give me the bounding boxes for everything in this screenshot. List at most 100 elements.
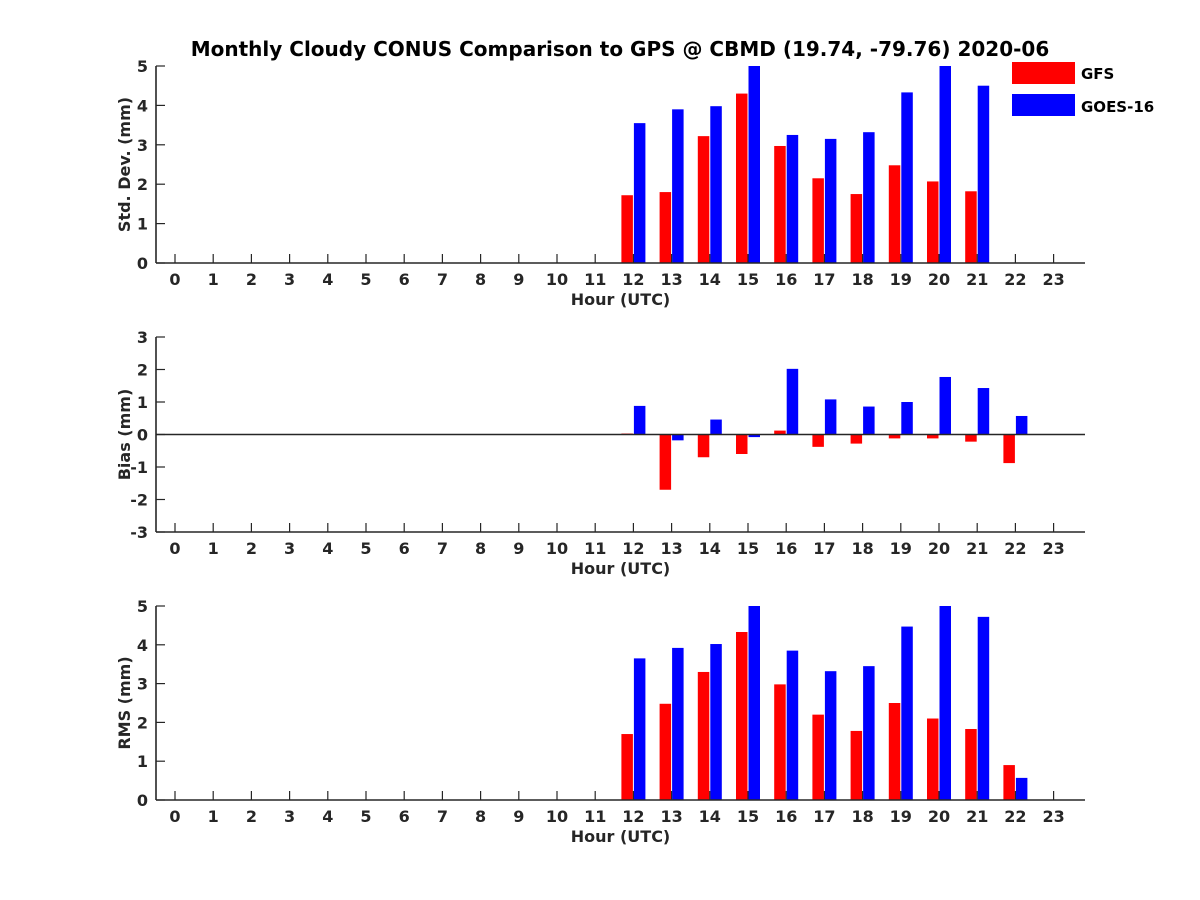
stddev-bar-gfs-13 [659,192,672,263]
rms-y-axis-label: RMS (mm) [115,656,134,749]
stddev-bar-goes16-20 [939,66,951,263]
rms-y-tick-label: 2 [137,713,148,732]
stddev-bar-goes16-14 [710,106,722,263]
bias-bar-goes16-12 [633,405,646,435]
bias-x-tick-label: 3 [284,539,295,558]
rms-x-tick-label: 21 [966,807,988,826]
stddev-x-tick-label: 9 [513,270,524,289]
stddev-bar-goes16-12 [633,123,646,263]
stddev-y-axis-label: Std. Dev. (mm) [115,97,134,232]
bias-y-tick-label: 1 [137,393,148,412]
stddev-x-tick-label: 16 [775,270,797,289]
bias-x-tick-label: 8 [475,539,486,558]
stddev-bar-goes16-13 [672,109,684,263]
rms-x-tick-label: 22 [1004,807,1026,826]
rms-bar-goes16-22 [1015,777,1028,800]
rms-bar-gfs-14 [697,671,710,800]
rms-bar-gfs-15 [736,631,748,800]
stddev-bar-goes16-19 [901,92,913,263]
rms-bar-goes16-14 [710,644,722,800]
bias-y-tick-label: 3 [137,328,148,347]
stddev-panel: 0 1 2 3 4 5 6 7 8 9 10 11 12 13 14 15 16 17 18 19 20 21 22 2301… [115,57,1085,309]
rms-x-tick-label: 23 [1042,807,1064,826]
rms-x-tick-label: 16 [775,807,797,826]
rms-x-tick-label: 17 [813,807,835,826]
bias-bar-goes16-19 [901,402,913,435]
stddev-y-tick-label: 0 [137,254,148,273]
stddev-bar-goes16-18 [863,132,875,263]
bias-x-tick-label: 5 [360,539,371,558]
stddev-bar-gfs-15 [736,93,748,263]
stddev-y-tick-label: 4 [137,96,148,115]
rms-y-tick-label: 3 [137,675,148,694]
rms-bar-gfs-22 [1003,765,1015,800]
rms-x-tick-label: 19 [890,807,912,826]
rms-x-tick-label: 9 [513,807,524,826]
bias-x-tick-label: 14 [699,539,721,558]
stddev-x-tick-label: 21 [966,270,988,289]
rms-bar-goes16-21 [977,616,990,800]
stddev-bar-gfs-20 [927,181,939,263]
bias-x-tick-label: 23 [1042,539,1064,558]
stddev-x-tick-label: 2 [246,270,257,289]
stddev-y-tick-label: 2 [137,175,148,194]
rms-x-tick-label: 3 [284,807,295,826]
stddev-x-tick-label: 7 [437,270,448,289]
stddev-bar-gfs-17 [812,178,824,263]
stddev-x-tick-label: 4 [322,270,333,289]
bias-y-tick-label: -1 [130,458,148,477]
bias-bar-gfs-21 [965,434,977,442]
bias-x-tick-label: 9 [513,539,524,558]
bias-x-tick-label: 17 [813,539,835,558]
stddev-x-tick-label: 10 [546,270,568,289]
bias-panel: 0 1 2 3 4 5 6 7 8 9 10 11 12 13 14 15 16 17 18 19 20 21 22 23-3… [115,328,1085,578]
stddev-x-tick-label: 5 [360,270,371,289]
bias-bar-gfs-15 [736,434,748,454]
stddev-x-tick-label: 8 [475,270,486,289]
bias-bar-goes16-16 [786,368,799,435]
legend-label-goes16: GOES-16 [1081,98,1154,116]
rms-bar-gfs-17 [812,714,824,800]
bias-bar-gfs-20 [927,434,939,439]
bias-bar-goes16-14 [710,419,722,435]
bias-bar-gfs-16 [774,430,786,435]
stddev-x-tick-label: 14 [699,270,721,289]
rms-x-tick-label: 12 [622,807,644,826]
bias-y-tick-label: -3 [130,523,148,542]
stddev-x-tick-label: 20 [928,270,950,289]
bias-bar-goes16-15 [748,434,760,438]
rms-x-tick-label: 15 [737,807,759,826]
rms-x-tick-label: 2 [246,807,257,826]
rms-x-tick-label: 13 [660,807,682,826]
bias-bar-goes16-18 [863,406,875,435]
stddev-y-tick-label: 1 [137,215,148,234]
stddev-x-tick-label: 17 [813,270,835,289]
stddev-x-tick-label: 6 [399,270,410,289]
bias-bar-gfs-18 [850,434,863,444]
stddev-bar-goes16-21 [977,85,990,263]
stddev-bar-goes16-15 [748,66,760,263]
rms-x-tick-label: 0 [169,807,180,826]
rms-y-tick-label: 1 [137,752,148,771]
rms-x-tick-label: 5 [360,807,371,826]
bias-bar-goes16-20 [939,376,951,435]
stddev-bar-gfs-21 [965,191,977,263]
bias-bar-goes16-13 [672,434,684,441]
bias-y-tick-label: -2 [130,491,148,510]
stddev-x-tick-label: 13 [660,270,682,289]
stddev-x-axis-label: Hour (UTC) [571,290,671,309]
rms-panel: 0 1 2 3 4 5 6 7 8 9 10 11 12 13 14 15 16 17 18 19 20 21 22 2301… [115,597,1085,846]
rms-bar-goes16-17 [824,671,837,800]
stddev-bar-goes16-16 [786,134,799,263]
rms-x-axis-label: Hour (UTC) [571,827,671,846]
bias-x-tick-label: 22 [1004,539,1026,558]
bias-x-tick-label: 19 [890,539,912,558]
chart-title: Monthly Cloudy CONUS Comparison to GPS @… [191,37,1050,61]
rms-bar-gfs-18 [850,730,863,800]
rms-bar-gfs-16 [774,684,786,800]
rms-x-tick-label: 18 [851,807,873,826]
bias-x-tick-label: 13 [660,539,682,558]
stddev-bar-goes16-17 [824,138,837,263]
bias-x-tick-label: 4 [322,539,333,558]
